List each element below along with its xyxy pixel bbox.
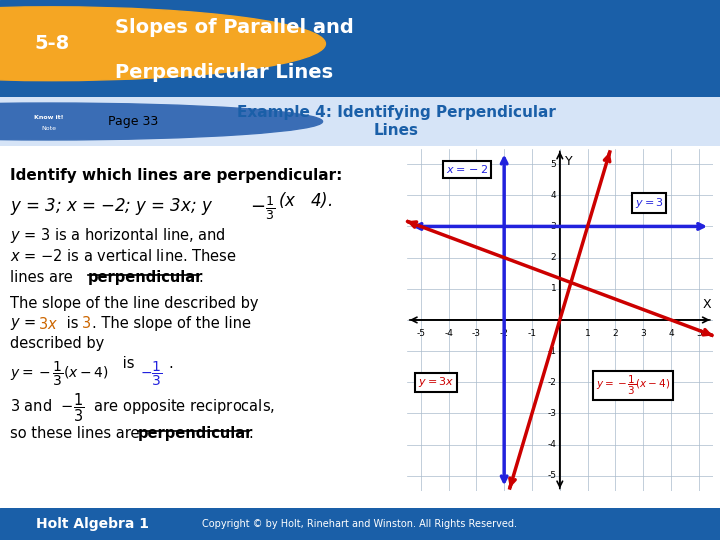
Text: -1: -1	[547, 347, 557, 356]
Text: . The slope of the line: . The slope of the line	[92, 316, 251, 330]
Text: -5: -5	[416, 329, 426, 338]
Text: X: X	[703, 298, 711, 311]
Text: 3: 3	[640, 329, 646, 338]
Text: .: .	[248, 426, 253, 441]
Text: -3: -3	[547, 409, 557, 418]
Text: $-\frac{1}{3}$: $-\frac{1}{3}$	[250, 194, 275, 221]
Text: Note: Note	[42, 126, 56, 131]
Text: The slope of the line described by: The slope of the line described by	[10, 296, 258, 310]
Text: $-\dfrac{1}{3}$: $-\dfrac{1}{3}$	[140, 360, 163, 388]
Text: 5-8: 5-8	[35, 34, 69, 53]
Text: $y = -\dfrac{1}{3}(x - 4)$: $y = -\dfrac{1}{3}(x - 4)$	[10, 360, 109, 388]
Text: 1: 1	[551, 284, 557, 293]
Text: 2: 2	[551, 253, 557, 262]
Text: $y = -\dfrac{1}{3}(x - 4)$: $y = -\dfrac{1}{3}(x - 4)$	[596, 374, 670, 397]
Text: Holt Algebra 1: Holt Algebra 1	[36, 517, 149, 531]
Text: $y = 3x$: $y = 3x$	[418, 375, 454, 389]
Text: perpendicular: perpendicular	[138, 426, 253, 441]
Text: ($x$   4).: ($x$ 4).	[278, 190, 333, 210]
Text: 4: 4	[668, 329, 674, 338]
Text: .: .	[198, 270, 203, 285]
Text: lines are: lines are	[10, 270, 77, 285]
Text: $y = 3$: $y = 3$	[635, 196, 664, 210]
Text: -3: -3	[472, 329, 481, 338]
Text: Slopes of Parallel and: Slopes of Parallel and	[115, 18, 354, 37]
Text: -1: -1	[528, 329, 536, 338]
Text: Know it!: Know it!	[35, 115, 63, 120]
Text: so these lines are: so these lines are	[10, 426, 144, 441]
Text: $y$ = 3 is a horizontal line, and: $y$ = 3 is a horizontal line, and	[10, 226, 226, 245]
Text: 3: 3	[551, 222, 557, 231]
Text: 3$x$: 3$x$	[38, 316, 58, 332]
Text: $x$ = $-$2 is a vertical line. These: $x$ = $-$2 is a vertical line. These	[10, 248, 237, 264]
Text: $x = -2$: $x = -2$	[446, 164, 488, 176]
Text: described by: described by	[10, 336, 104, 350]
Text: Example 4: Identifying Perpendicular
Lines: Example 4: Identifying Perpendicular Lin…	[237, 105, 555, 138]
Text: 1: 1	[585, 329, 590, 338]
Text: 4: 4	[551, 191, 557, 200]
Text: -4: -4	[444, 329, 453, 338]
Text: -4: -4	[548, 440, 557, 449]
Text: is: is	[62, 316, 83, 330]
Text: 5: 5	[551, 160, 557, 168]
Text: Perpendicular Lines: Perpendicular Lines	[115, 63, 333, 83]
Text: 5: 5	[696, 329, 702, 338]
Text: -5: -5	[547, 471, 557, 480]
Text: $y$ =: $y$ =	[10, 316, 38, 332]
Circle shape	[0, 103, 323, 140]
Text: $y$ = 3; $x$ = $-$2; $y$ = 3$x$; $y$: $y$ = 3; $x$ = $-$2; $y$ = 3$x$; $y$	[10, 196, 213, 217]
Circle shape	[0, 7, 325, 80]
Text: 3 and  $-\dfrac{1}{3}$  are opposite reciprocals,: 3 and $-\dfrac{1}{3}$ are opposite recip…	[10, 392, 275, 424]
Text: perpendicular: perpendicular	[88, 270, 203, 285]
Text: .: .	[168, 356, 173, 370]
Text: Identify which lines are perpendicular:: Identify which lines are perpendicular:	[10, 168, 343, 183]
Text: 3: 3	[82, 316, 91, 330]
Text: 2: 2	[613, 329, 618, 338]
Text: Y: Y	[564, 155, 572, 168]
Text: Page 33: Page 33	[108, 115, 158, 128]
Text: -2: -2	[548, 378, 557, 387]
Text: Copyright © by Holt, Rinehart and Winston. All Rights Reserved.: Copyright © by Holt, Rinehart and Winsto…	[202, 519, 518, 529]
Text: is: is	[118, 356, 139, 370]
Text: -2: -2	[500, 329, 508, 338]
